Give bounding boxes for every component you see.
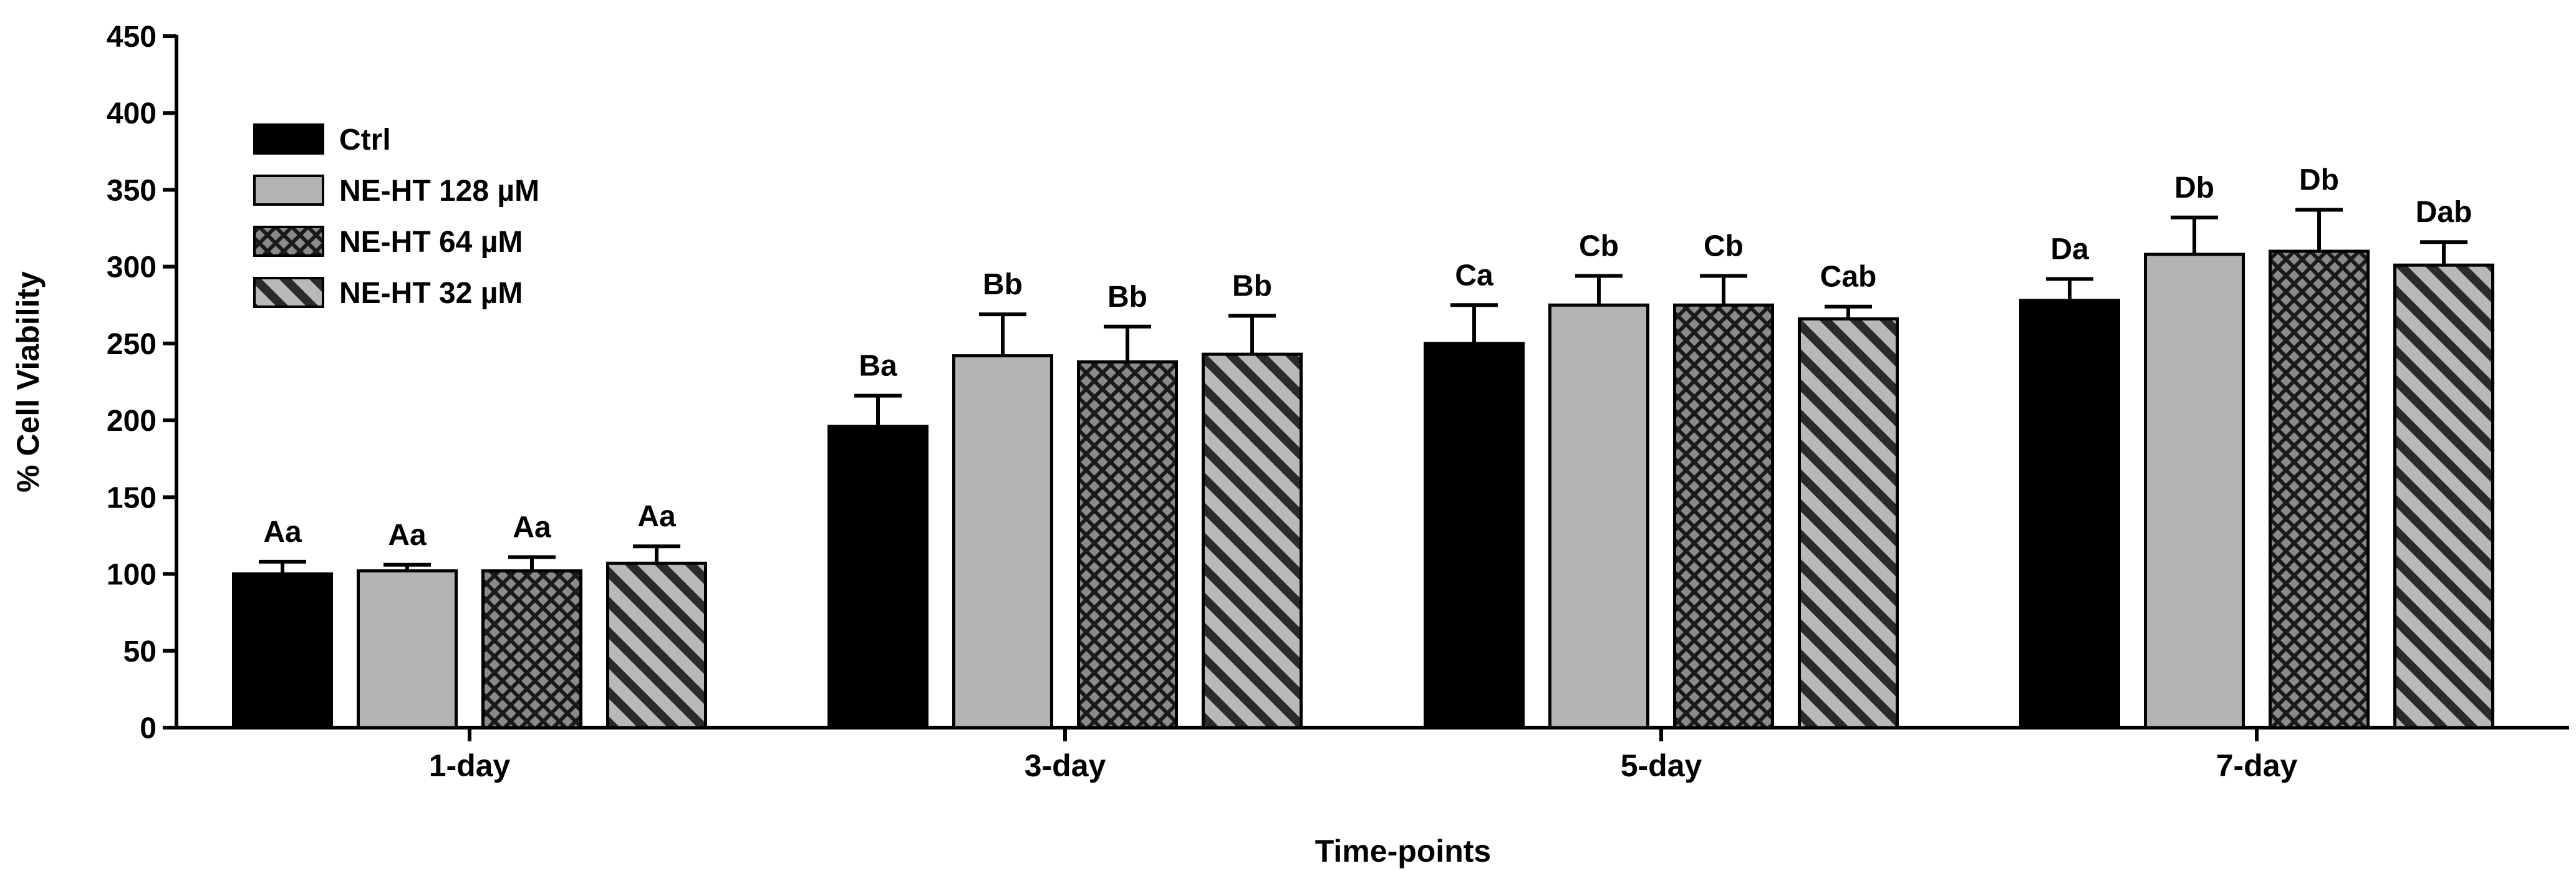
bar <box>2144 253 2245 730</box>
x-tick-label: 1-day <box>429 748 511 783</box>
y-tick-label: 50 <box>123 635 157 668</box>
bar <box>606 561 707 730</box>
bar <box>357 569 458 730</box>
bar <box>2019 299 2120 730</box>
y-tick-label: 100 <box>107 559 157 592</box>
y-tick-label: 250 <box>107 328 157 361</box>
y-tick-label: 400 <box>107 97 157 130</box>
y-tick-label: 350 <box>107 174 157 207</box>
bar-significance-label: Db <box>2174 171 2214 205</box>
bar <box>952 354 1053 730</box>
legend-label: Ctrl <box>339 123 391 156</box>
y-tick-label: 300 <box>107 251 157 284</box>
y-tick-label: 150 <box>107 481 157 514</box>
bar <box>1798 317 1899 730</box>
x-tick-label: 7-day <box>2216 748 2298 783</box>
legend-swatch <box>253 226 324 257</box>
bar <box>1077 360 1178 730</box>
bar-significance-label: Bb <box>983 268 1023 301</box>
y-tick-label: 200 <box>107 405 157 438</box>
bar <box>1548 303 1649 730</box>
bar-significance-label: Dab <box>2416 196 2472 229</box>
bar-significance-label: Aa <box>388 519 427 552</box>
bar <box>232 572 333 730</box>
bar-significance-label: Bb <box>1107 281 1147 314</box>
x-axis-title: Time-points <box>1315 834 1491 869</box>
bar-significance-label: Cb <box>1704 229 1744 262</box>
bar <box>481 569 582 730</box>
legend-swatch <box>253 277 324 308</box>
bar <box>1673 303 1774 730</box>
bar-significance-label: Aa <box>637 500 676 533</box>
bar <box>2269 249 2370 730</box>
y-axis-title: % Cell Viability <box>11 271 46 493</box>
bar <box>2393 263 2494 730</box>
legend-label: NE-HT 64 µM <box>339 226 523 259</box>
bar-significance-label: Cb <box>1579 229 1619 262</box>
bar <box>1424 342 1525 730</box>
legend-label: NE-HT 32 µM <box>339 277 523 310</box>
x-tick-label: 3-day <box>1025 748 1106 783</box>
bar-significance-label: Ca <box>1455 259 1493 292</box>
y-tick-label: 0 <box>140 712 157 745</box>
bar-significance-label: Cab <box>1820 261 1877 294</box>
legend-label: NE-HT 128 µM <box>339 175 539 208</box>
bar-significance-label: Da <box>2050 233 2089 266</box>
bar <box>827 425 929 730</box>
bar <box>1202 352 1303 730</box>
y-tick-label: 450 <box>107 21 157 54</box>
bar-significance-label: Bb <box>1232 270 1272 303</box>
bar-significance-label: Aa <box>263 516 302 549</box>
bar-significance-label: Db <box>2299 163 2339 196</box>
x-tick-label: 5-day <box>1621 748 1702 783</box>
legend-swatch <box>253 123 324 155</box>
bar-significance-label: Aa <box>513 511 551 544</box>
bar-significance-label: Ba <box>859 350 897 383</box>
legend-swatch <box>253 175 324 206</box>
